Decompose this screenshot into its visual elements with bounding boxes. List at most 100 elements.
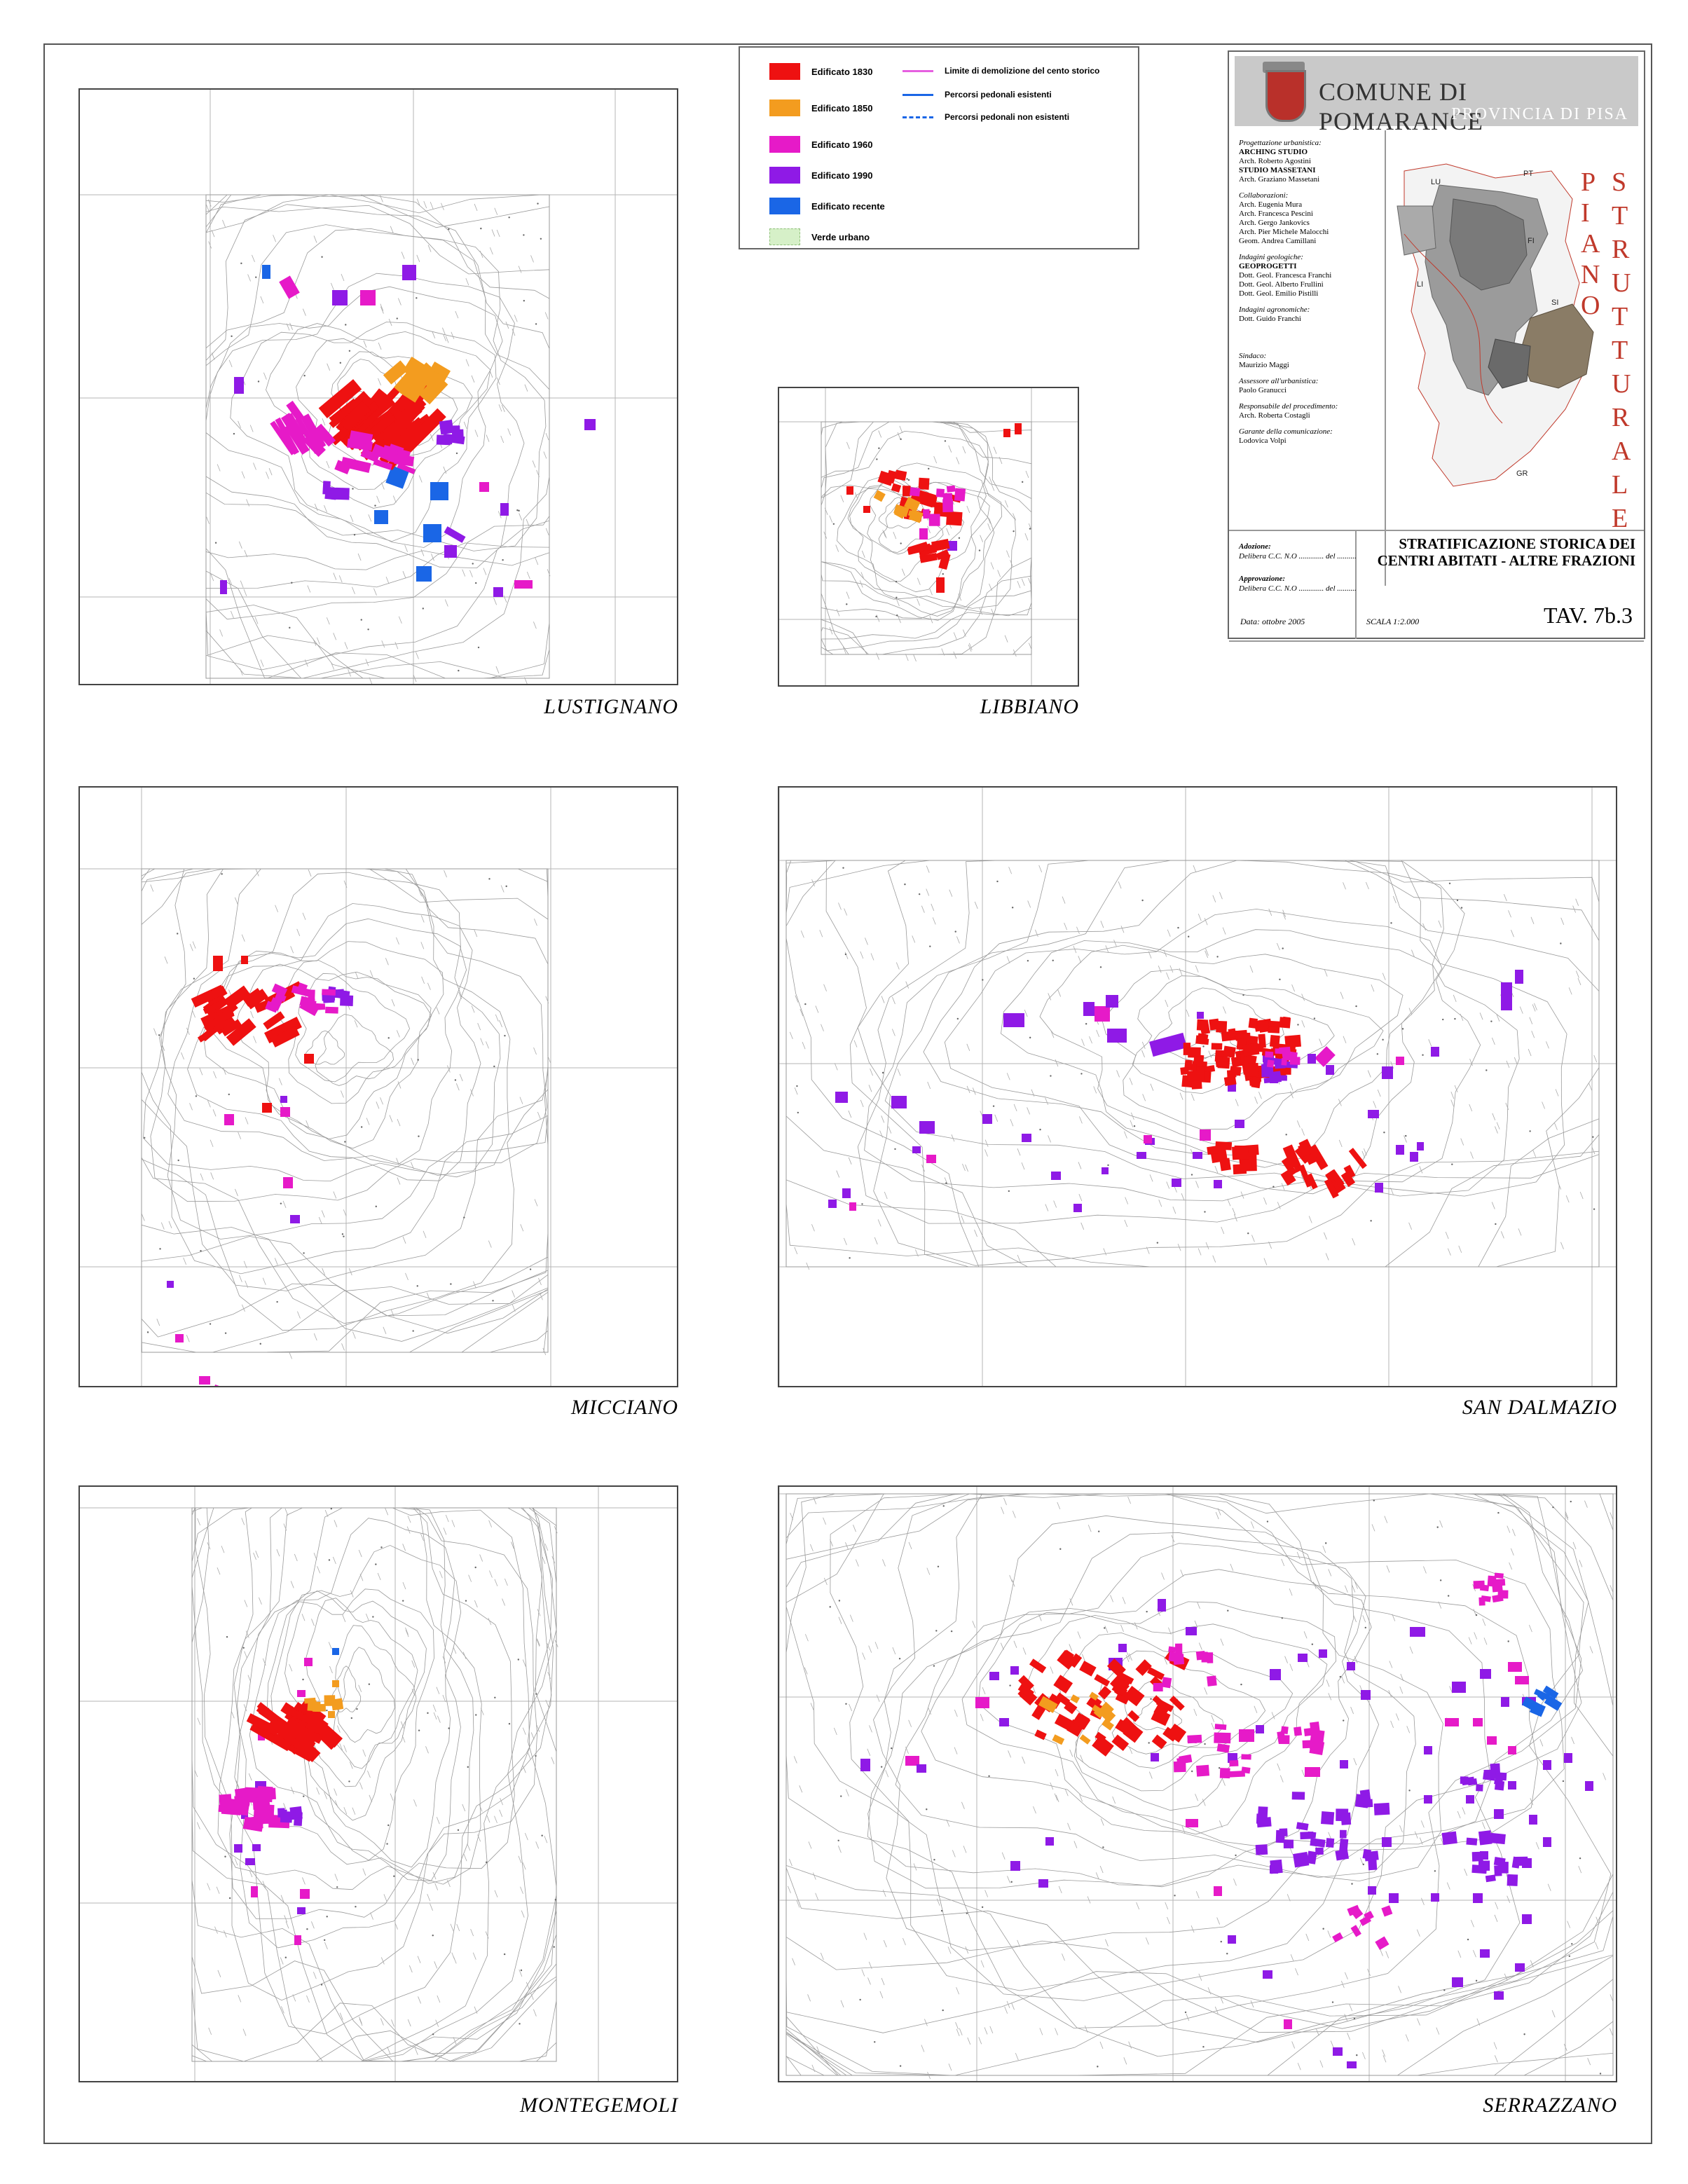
slope-mark [376,495,380,503]
spot-height [880,1766,883,1768]
contour-line [1001,929,1435,1168]
slope-mark [418,475,423,483]
map-montegemoli [80,1487,677,2081]
slope-mark [1204,918,1208,926]
slope-mark [317,1566,320,1574]
slope-mark [486,434,490,442]
approvazione-text: Delibera C.C. N.O ............. del ....… [1239,584,1357,593]
slope-mark [385,958,389,966]
building [1038,1879,1048,1888]
slope-mark [869,1725,872,1733]
spot-height [1331,2001,1334,2003]
spot-height [1226,1953,1228,1955]
building [1359,1915,1371,1926]
title-header: COMUNE DI POMARANCE PROVINCIA DI PISA [1235,56,1638,135]
slope-mark [855,1559,859,1567]
credit-role: Progettazione urbanistica: [1239,139,1322,147]
slope-mark [813,1497,817,1504]
building [1332,1932,1344,1943]
spot-height [474,1566,476,1569]
slope-mark [390,1793,394,1801]
slope-mark [963,629,966,637]
slope-mark [186,1335,190,1342]
building [219,1794,233,1810]
slope-mark [987,523,991,531]
building [284,1719,317,1750]
slope-mark [451,1952,455,1960]
contour-line [141,868,549,1353]
spot-height [554,1899,557,1901]
slope-mark [789,1858,792,1867]
building [842,1188,851,1198]
building [264,1787,276,1800]
building [942,499,954,512]
slope-mark [498,404,502,412]
slope-mark [254,617,259,624]
building [444,545,457,558]
piano-letter: I [1581,198,1591,228]
building [1494,1809,1504,1819]
building [1347,1904,1361,1916]
building [1270,1859,1283,1874]
building [917,1764,926,1773]
slope-mark [207,1883,211,1890]
slope-mark [1530,1798,1534,1806]
spot-height [906,478,908,480]
scale: SCALA 1:2.000 [1366,617,1420,626]
building [332,1680,339,1687]
contour-line [141,868,549,1331]
building [325,1006,338,1014]
slope-mark [1301,994,1305,1001]
slope-mark [1575,898,1579,906]
building [912,1146,921,1153]
building [1298,1164,1312,1188]
slope-mark [394,642,399,650]
slope-mark [1596,1916,1600,1924]
spot-height [502,559,504,561]
slope-mark [1017,1939,1021,1948]
slope-mark [489,1570,493,1578]
slope-mark [1277,1202,1281,1209]
slope-mark [439,1571,443,1579]
spot-height [954,930,956,933]
slope-mark [243,589,247,596]
spot-height [1099,966,1102,968]
building [1284,1034,1302,1048]
slope-mark [905,981,910,989]
slope-mark [524,384,528,392]
slope-mark [1416,1929,1420,1937]
building [1187,1734,1202,1744]
spot-height [1009,1684,1011,1687]
building [1310,1838,1326,1848]
slope-mark [1073,1841,1078,1848]
building [1176,1756,1192,1764]
building [1487,1736,1497,1745]
spot-height [895,580,898,583]
slope-mark [1289,1083,1294,1091]
slope-mark [465,277,469,286]
spot-height [519,2023,521,2025]
contour-line [141,868,549,1353]
spot-height [458,669,460,672]
building [1135,1659,1152,1676]
contour-line [167,872,501,1176]
contour-line [921,1543,1380,1858]
building [1481,1595,1491,1602]
slope-mark [1011,2003,1015,2010]
slope-mark [329,1666,333,1674]
building [1092,1735,1114,1757]
building [1223,1076,1237,1086]
contour-line [191,1507,557,2062]
slope-mark [929,616,933,624]
slope-mark [411,1660,416,1668]
slope-mark [250,1010,254,1019]
building [1480,1669,1491,1679]
slope-mark [1100,921,1104,928]
slope-mark [458,991,462,999]
slope-mark [411,1162,414,1169]
slope-mark [1405,2034,1409,2042]
slope-mark [533,1047,537,1055]
building [397,462,416,474]
slope-mark [870,953,874,961]
slope-mark [486,1041,489,1049]
